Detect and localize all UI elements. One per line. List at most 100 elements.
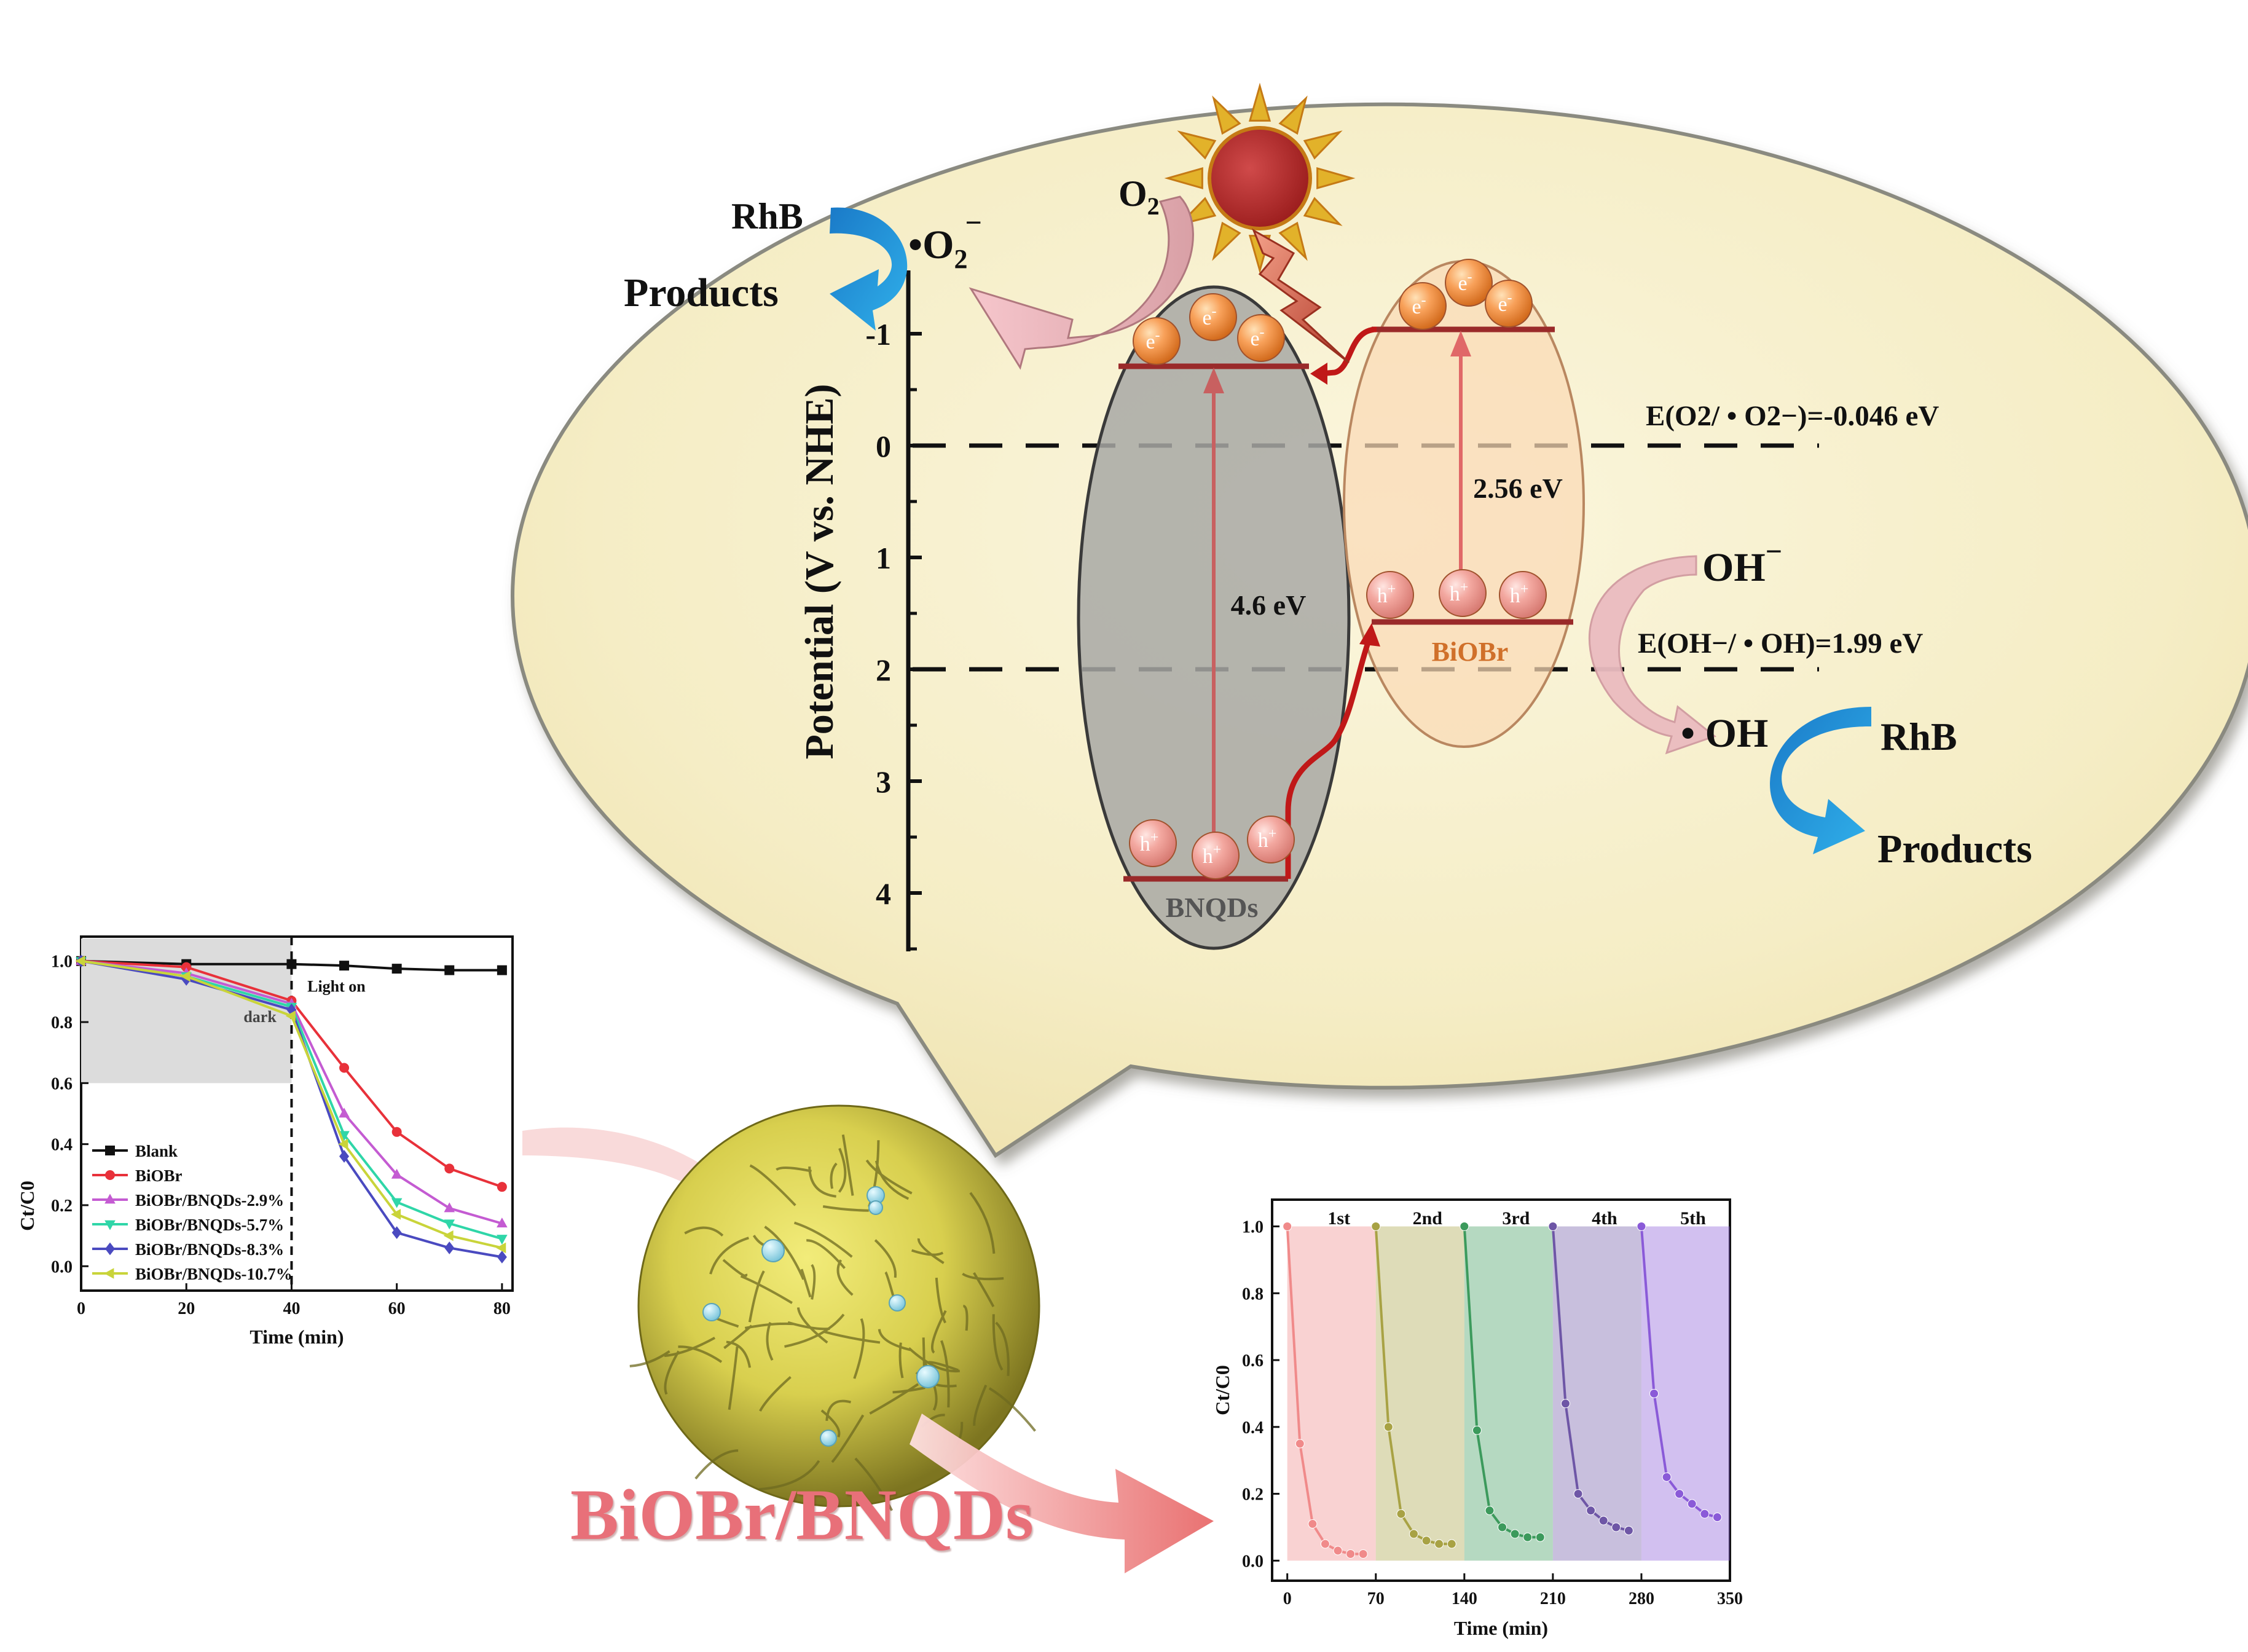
data-point	[339, 1107, 350, 1118]
nanosheet-flake	[973, 1385, 988, 1426]
x-axis-label: Time (min)	[1454, 1617, 1548, 1639]
nanosheet-flake	[664, 1350, 680, 1395]
x-tick-label: 80	[493, 1299, 511, 1318]
data-point	[1358, 1549, 1368, 1559]
y-tick-label: 0.4	[51, 1136, 73, 1155]
nanosheet-flake	[830, 1162, 838, 1189]
y-tick-label: 0.4	[1242, 1418, 1264, 1438]
data-point	[339, 961, 350, 971]
rhb-right-degradation-arrow	[1770, 707, 1871, 854]
nanosheet-flake	[629, 1350, 670, 1367]
svg-text:h+: h+	[1140, 830, 1159, 856]
nanosheet-flake	[800, 1268, 812, 1298]
data-point	[496, 1242, 506, 1254]
bnqd-dot	[761, 1239, 785, 1262]
data-point	[286, 1003, 297, 1017]
y-tick-label: 1.0	[51, 953, 73, 972]
hole: h+	[1499, 571, 1547, 619]
bnqd-dot	[820, 1430, 837, 1447]
x-tick-label: 40	[283, 1299, 300, 1318]
svg-text:e-: e-	[1202, 304, 1216, 329]
cycle-region	[1464, 1226, 1553, 1561]
data-point	[1712, 1512, 1722, 1522]
nanosheet-flake	[664, 1336, 716, 1358]
legend-label: Blank	[135, 1142, 178, 1160]
legend-label: BiOBr/BNQDs-10.7%	[135, 1265, 293, 1283]
cycle-label: 1st	[1327, 1208, 1350, 1229]
svg-text:h+: h+	[1258, 826, 1277, 852]
cycle-region	[1375, 1226, 1464, 1561]
data-point	[497, 1235, 508, 1245]
y-tick-label: 0.2	[1242, 1485, 1264, 1504]
data-point	[497, 1250, 507, 1264]
oh-oxidation-arrow	[1589, 555, 1717, 755]
nanosheet-flake	[709, 1237, 749, 1275]
data-point	[444, 965, 455, 975]
potential-axis-label: Potential (V vs. NHE)	[797, 384, 842, 759]
rhb-left-label: RhB	[731, 196, 803, 237]
y-tick-label: 1.0	[1242, 1218, 1264, 1237]
nanosheet-flake	[928, 1361, 959, 1372]
nanosheet-flake	[874, 1160, 910, 1200]
svg-text:e-: e-	[1146, 328, 1160, 353]
legend-label: BiOBr/BNQDs-5.7%	[135, 1216, 284, 1234]
bnqds-label: BNQDs	[1166, 892, 1259, 923]
data-point	[1611, 1522, 1621, 1532]
nanosheet-flake	[836, 1259, 854, 1296]
data-point	[1333, 1546, 1343, 1556]
nanosheet-flake	[962, 1305, 969, 1331]
data-point	[1409, 1529, 1418, 1539]
data-point	[1523, 1532, 1533, 1542]
nanosheet-flake	[898, 1342, 904, 1379]
data-point	[1598, 1516, 1608, 1525]
products-left-label: Products	[624, 270, 779, 315]
legend: Blank BiOBr BiOBr/BNQDs-2.9% BiOBr/BNQDs-5.…	[92, 1142, 293, 1283]
axis-tick-label: 3	[876, 765, 891, 799]
data-point	[104, 1268, 114, 1279]
data-point	[339, 1063, 350, 1073]
data-point	[1548, 1222, 1558, 1232]
data-point	[1675, 1489, 1684, 1499]
superoxide-label: •O2−	[908, 206, 982, 274]
sun-ray	[1278, 95, 1308, 135]
svg-text:h+: h+	[1510, 581, 1529, 607]
cycle-label: 5th	[1680, 1208, 1706, 1229]
biobr-label: BiOBr	[1432, 637, 1509, 667]
data-point	[286, 959, 297, 969]
data-point	[497, 1217, 508, 1228]
nanosheet-flake	[969, 1192, 996, 1254]
data-point	[104, 1194, 116, 1204]
axis-tick-label: 2	[876, 653, 891, 687]
data-point	[1308, 1519, 1318, 1529]
level-oh-label: E(OH−/ • OH)=1.99 eV	[1638, 627, 1923, 659]
o2-reduction-arrow	[969, 195, 1194, 370]
biobr-gap-label: 2.56 eV	[1473, 473, 1563, 504]
dark-annotation: dark	[243, 1008, 277, 1026]
svg-text:e-: e-	[1498, 290, 1512, 316]
light-on-annotation: Light on	[307, 977, 366, 995]
bnqds-gap-label: 4.6 eV	[1231, 589, 1307, 621]
hole: h+	[1129, 819, 1177, 867]
data-point	[1560, 1399, 1570, 1409]
hole-transfer-arrowhead	[1359, 623, 1380, 647]
nanosheet-flake	[838, 1147, 847, 1193]
data-point	[444, 1202, 455, 1213]
data-point	[338, 1138, 348, 1150]
y-axis-label: Ct/C0	[16, 1181, 38, 1231]
cycle-region	[1287, 1226, 1376, 1561]
nanosheet-flake	[722, 1259, 748, 1277]
nanosheet-flake	[917, 1238, 945, 1264]
data-point	[104, 1220, 116, 1230]
data-point	[391, 1198, 403, 1208]
data-point	[1283, 1222, 1292, 1232]
data-point	[1485, 1506, 1495, 1516]
data-point	[1624, 1525, 1633, 1535]
nanosheet-flake	[740, 1275, 793, 1304]
data-point	[391, 1226, 402, 1240]
svg-text:e-: e-	[1250, 324, 1264, 350]
cycle-label: 2nd	[1413, 1208, 1443, 1229]
nanosheet-flake	[728, 1346, 739, 1410]
legend-label: BiOBr	[135, 1166, 183, 1185]
electron: e-	[1485, 280, 1533, 328]
x-tick-label: 70	[1367, 1589, 1385, 1608]
